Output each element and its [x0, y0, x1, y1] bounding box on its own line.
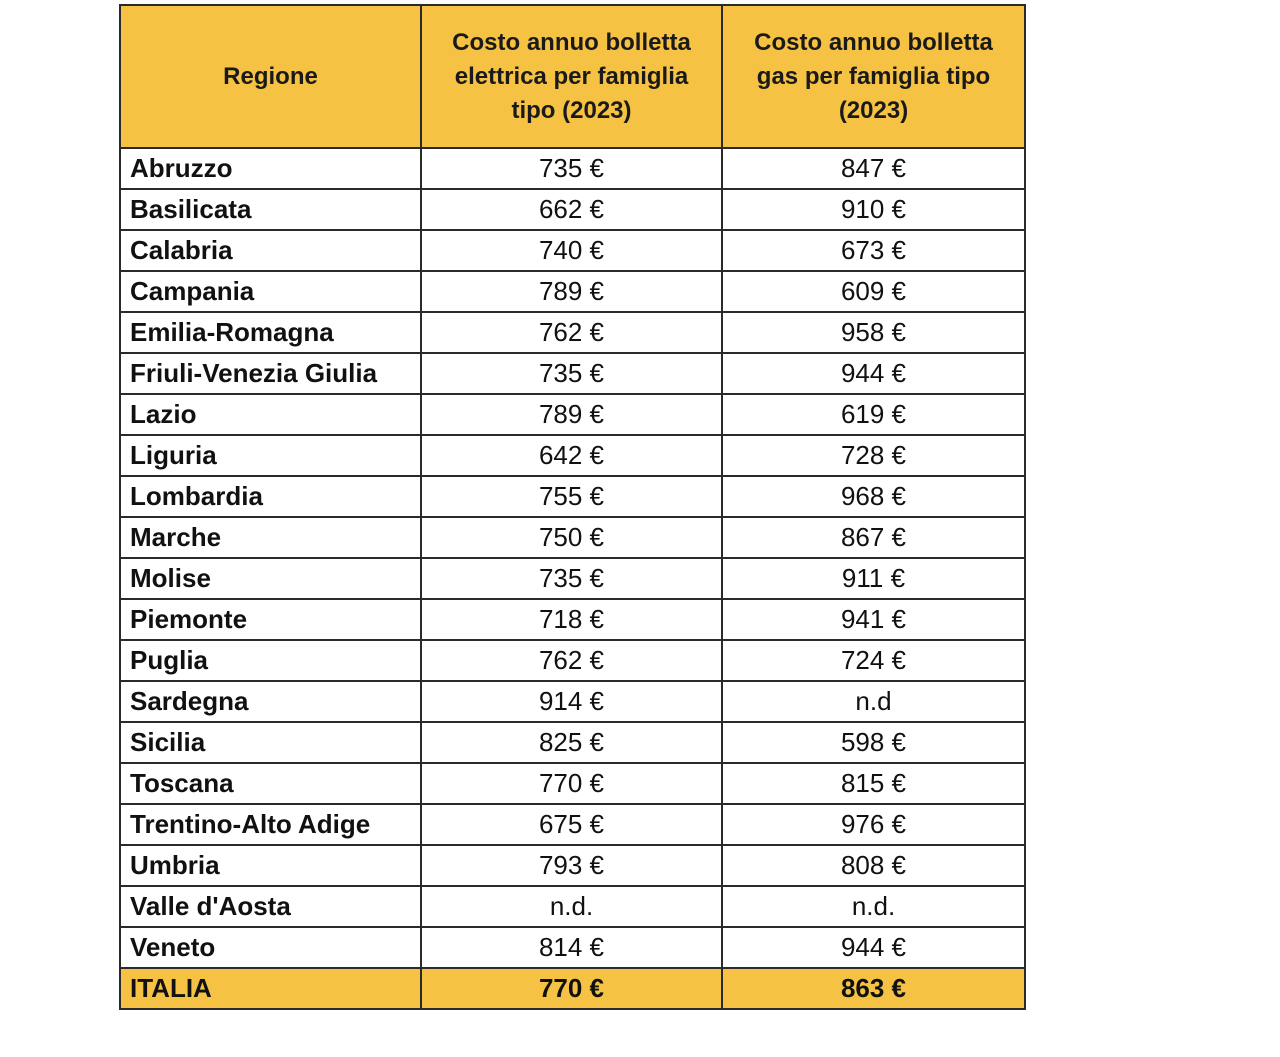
gas-cost-cell: 619 € [721, 393, 1026, 436]
gas-cost-cell: 847 € [721, 147, 1026, 190]
region-cell: Liguria [119, 434, 422, 477]
table-row: Liguria 642 €728 € [119, 434, 1026, 477]
region-cell: Friuli-Venezia Giulia [119, 352, 422, 395]
header-gas-line: (2023) [838, 96, 909, 124]
header-region-label: Regione [223, 62, 318, 90]
gas-cost-cell: n.d [721, 680, 1026, 723]
table-row: Sicilia 825 €598 € [119, 721, 1026, 764]
table-header-row: Regione Costo annuo bolletta elettrica p… [119, 4, 1026, 149]
table-row: Abruzzo 735 €847 € [119, 147, 1026, 190]
table-row: Sardegna 914 € n.d [119, 680, 1026, 723]
electric-cost-cell: 814 € [420, 926, 723, 969]
region-cell: Trentino-Alto Adige [119, 803, 422, 846]
gas-cost-cell: 867 € [721, 516, 1026, 559]
header-gas: Costo annuo bolletta gas per famiglia ti… [721, 4, 1026, 149]
electric-cost-cell: 718 € [420, 598, 723, 641]
gas-cost-cell: 598 € [721, 721, 1026, 764]
gas-cost-cell: n.d. [721, 885, 1026, 928]
table-row: Puglia 762 €724 € [119, 639, 1026, 682]
electric-cost-cell: 675 € [420, 803, 723, 846]
electric-cost-cell: 735 € [420, 352, 723, 395]
table-body: Abruzzo 735 €847 € Basilicata 662 €910 € Cal… [119, 147, 1026, 1010]
gas-cost-cell: 968 € [721, 475, 1026, 518]
gas-cost-cell: 911 € [721, 557, 1026, 600]
electric-cost-cell: n.d. [420, 885, 723, 928]
header-gas-line: gas per famiglia tipo [756, 62, 991, 90]
electric-cost-cell: 762 € [420, 311, 723, 354]
table-row: Piemonte 718 €941 € [119, 598, 1026, 641]
gas-cost-cell: 609 € [721, 270, 1026, 313]
table-row: Marche 750 €867 € [119, 516, 1026, 559]
region-cell: Valle d'Aosta [119, 885, 422, 928]
table-row: Friuli-Venezia Giulia 735 €944 € [119, 352, 1026, 395]
electric-cost-cell: 740 € [420, 229, 723, 272]
total-row: ITALIA 770 € 863 € [119, 967, 1026, 1010]
region-cell: Puglia [119, 639, 422, 682]
table-row: Trentino-Alto Adige 675 €976 € [119, 803, 1026, 846]
header-gas-line: Costo annuo bolletta [754, 28, 993, 56]
electric-cost-cell: 793 € [420, 844, 723, 887]
electric-cost-cell: 662 € [420, 188, 723, 231]
electric-cost-cell: 762 € [420, 639, 723, 682]
table-row: Umbria 793 €808 € [119, 844, 1026, 887]
region-cell: Piemonte [119, 598, 422, 641]
gas-cost-cell: 944 € [721, 926, 1026, 969]
region-cell: Basilicata [119, 188, 422, 231]
table-row: Emilia-Romagna 762 €958 € [119, 311, 1026, 354]
region-cell: Umbria [119, 844, 422, 887]
table-row: Lazio 789 €619 € [119, 393, 1026, 436]
region-cell: Calabria [119, 229, 422, 272]
region-cell: Sicilia [119, 721, 422, 764]
region-cell: Abruzzo [119, 147, 422, 190]
region-cell: Lazio [119, 393, 422, 436]
bill-cost-table: Regione Costo annuo bolletta elettrica p… [119, 4, 1026, 1010]
gas-cost-cell: 958 € [721, 311, 1026, 354]
table-row: Basilicata 662 €910 € [119, 188, 1026, 231]
gas-cost-cell: 976 € [721, 803, 1026, 846]
table-row: Lombardia 755 €968 € [119, 475, 1026, 518]
region-cell: Campania [119, 270, 422, 313]
table-row: Molise 735 €911 € [119, 557, 1026, 600]
electric-cost-cell: 825 € [420, 721, 723, 764]
gas-cost-cell: 944 € [721, 352, 1026, 395]
gas-cost-cell: 815 € [721, 762, 1026, 805]
gas-cost-cell: 673 € [721, 229, 1026, 272]
electric-cost-cell: 770 € [420, 762, 723, 805]
electric-cost-cell: 789 € [420, 393, 723, 436]
region-cell: Emilia-Romagna [119, 311, 422, 354]
electric-cost-cell: 914 € [420, 680, 723, 723]
gas-cost-cell: 808 € [721, 844, 1026, 887]
region-cell: Lombardia [119, 475, 422, 518]
header-electric-line: Costo annuo bolletta [452, 28, 691, 56]
region-cell: Toscana [119, 762, 422, 805]
total-gas-cell: 863 € [721, 967, 1026, 1010]
total-region-cell: ITALIA [119, 967, 422, 1010]
region-cell: Veneto [119, 926, 422, 969]
table-row: Valle d'Aosta n.d. n.d. [119, 885, 1026, 928]
electric-cost-cell: 755 € [420, 475, 723, 518]
header-electric: Costo annuo bolletta elettrica per famig… [420, 4, 723, 149]
gas-cost-cell: 724 € [721, 639, 1026, 682]
table-row: Toscana 770 €815 € [119, 762, 1026, 805]
gas-cost-cell: 910 € [721, 188, 1026, 231]
electric-cost-cell: 750 € [420, 516, 723, 559]
table-row: Veneto 814 €944 € [119, 926, 1026, 969]
region-cell: Marche [119, 516, 422, 559]
electric-cost-cell: 789 € [420, 270, 723, 313]
gas-cost-cell: 728 € [721, 434, 1026, 477]
region-cell: Sardegna [119, 680, 422, 723]
electric-cost-cell: 642 € [420, 434, 723, 477]
electric-cost-cell: 735 € [420, 557, 723, 600]
table-row: Campania 789 €609 € [119, 270, 1026, 313]
header-electric-line: tipo (2023) [511, 96, 632, 124]
region-cell: Molise [119, 557, 422, 600]
gas-cost-cell: 941 € [721, 598, 1026, 641]
total-electric-cell: 770 € [420, 967, 723, 1010]
header-electric-line: elettrica per famiglia [454, 62, 689, 90]
electric-cost-cell: 735 € [420, 147, 723, 190]
table-row: Calabria 740 €673 € [119, 229, 1026, 272]
header-region: Regione [119, 4, 422, 149]
